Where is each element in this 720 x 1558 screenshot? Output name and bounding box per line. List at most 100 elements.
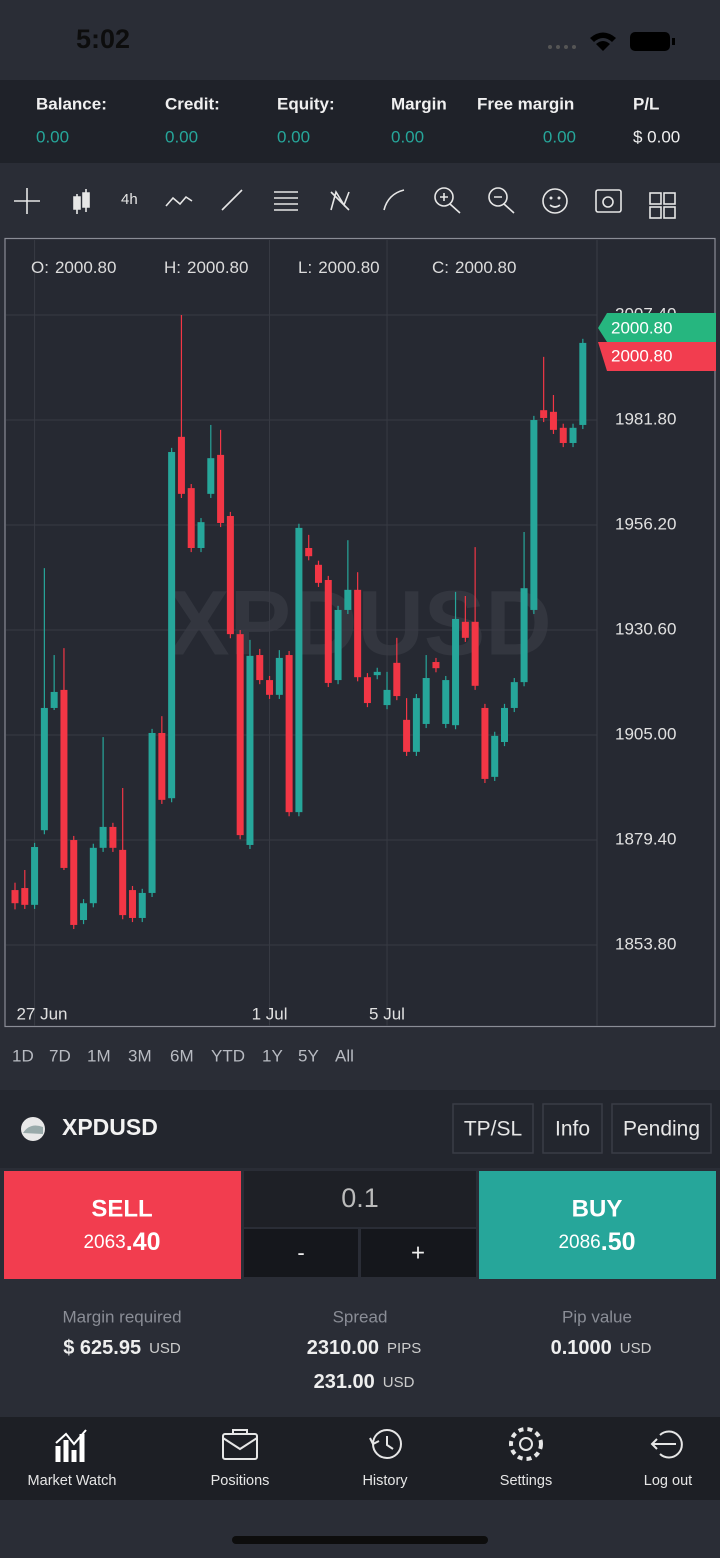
candle-body: [344, 589, 352, 610]
candle-body: [256, 655, 264, 681]
account-label: Balance:: [36, 94, 107, 113]
candle-body: [119, 849, 127, 916]
candle-body: [246, 655, 254, 845]
account-value: 0.00: [165, 127, 198, 146]
candle-body: [40, 707, 48, 831]
candle-body: [295, 527, 303, 813]
candle-body: [579, 342, 587, 425]
period-button[interactable]: 6M: [170, 1046, 194, 1065]
ohlc-value: 2000.80: [318, 258, 379, 277]
candle-body: [168, 452, 176, 799]
x-tick-label: 5 Jul: [369, 1004, 405, 1023]
nav-label[interactable]: Market Watch: [28, 1473, 117, 1489]
candle-body: [31, 847, 39, 905]
account-value: 0.00: [277, 127, 310, 146]
lot-minus[interactable]: [244, 1229, 358, 1277]
candle-body: [50, 691, 58, 708]
nav-label[interactable]: Log out: [644, 1473, 692, 1489]
candle-body: [285, 655, 293, 813]
home-indicator: [232, 1536, 488, 1544]
candle-body: [501, 707, 508, 743]
spread-pips-value: 2310.00: [307, 1337, 379, 1359]
symbol-icon-mark: [23, 1125, 43, 1134]
candle-body: [80, 903, 88, 921]
nav-label[interactable]: Settings: [500, 1473, 552, 1489]
symbol-tab[interactable]: [452, 1103, 534, 1154]
candle-body: [187, 488, 195, 548]
candle-body: [70, 840, 78, 925]
period-button[interactable]: YTD: [211, 1046, 245, 1065]
candle-body: [491, 735, 499, 777]
nav-label[interactable]: History: [362, 1473, 408, 1489]
sell-label: SELL: [91, 1195, 152, 1222]
candle-body: [452, 618, 460, 726]
symbol-tab-label: Info: [555, 1118, 590, 1141]
ask-tag: [598, 313, 716, 342]
candle-body: [383, 689, 391, 706]
ohlc-item: L: 2000.80: [298, 258, 380, 277]
sell-button[interactable]: [4, 1171, 241, 1279]
symbol-tab[interactable]: [542, 1103, 603, 1154]
nav-label[interactable]: Positions: [211, 1473, 270, 1489]
x-tick-label: 1 Jul: [252, 1004, 288, 1023]
account-value: $ 0.00: [633, 127, 680, 146]
candle-body: [403, 719, 411, 752]
candle-body: [138, 892, 146, 918]
candle-body: [99, 826, 107, 848]
spread-pips-unit: PIPS: [387, 1340, 421, 1357]
spread-usd-unit: USD: [383, 1374, 415, 1391]
account-bar: [0, 80, 720, 163]
symbol-name: XPDUSD: [62, 1114, 158, 1140]
candle-body: [471, 621, 479, 686]
toolbar: 4h: [14, 187, 676, 219]
pip-label: Pip value: [562, 1307, 632, 1326]
account-label: Margin: [391, 94, 447, 113]
toolbar-interval[interactable]: 4h: [121, 191, 138, 208]
spread-pips: 2310.00 PIPS: [307, 1337, 421, 1359]
margin-label: Margin required: [62, 1307, 181, 1326]
candle-body: [363, 677, 371, 704]
candle-body: [236, 634, 244, 836]
buy-price-main: 2086: [558, 1232, 600, 1253]
period-button[interactable]: 1Y: [262, 1046, 283, 1065]
bid-tag: [598, 342, 716, 371]
ask-tag-label: 2000.80: [611, 318, 672, 337]
account-label: Free margin: [477, 94, 574, 113]
buy-price-pips: .50: [601, 1228, 636, 1256]
period-button[interactable]: 1M: [87, 1046, 111, 1065]
ohlc-value: 2000.80: [187, 258, 248, 277]
y-tick-label: 1879.40: [615, 830, 676, 849]
lot-plus[interactable]: [361, 1229, 476, 1277]
candle-body: [442, 680, 450, 724]
candle-body: [148, 732, 156, 893]
candle-body: [275, 657, 283, 695]
lot-field[interactable]: [244, 1171, 476, 1227]
symbol-tab-label: TP/SL: [464, 1118, 522, 1141]
account-value: 0.00: [36, 127, 69, 146]
buy-price: 2086.50: [558, 1228, 635, 1256]
candle-body: [559, 427, 567, 443]
period-button[interactable]: 5Y: [298, 1046, 319, 1065]
period-button[interactable]: 1D: [12, 1046, 34, 1065]
y-tick-label: 1930.60: [615, 620, 676, 639]
candle-body: [177, 436, 185, 494]
ohlc-value: 2000.80: [455, 258, 516, 277]
buy-button[interactable]: [479, 1171, 716, 1279]
ohlc-item: H: 2000.80: [164, 258, 248, 277]
candle-body: [207, 458, 215, 494]
candle-body: [334, 609, 342, 681]
lot-value: 0.1: [341, 1183, 379, 1213]
candle-body: [60, 689, 68, 868]
symbol-tab[interactable]: [611, 1103, 712, 1154]
candle-body: [393, 662, 401, 697]
y-tick-label: 1853.80: [615, 935, 676, 954]
period-button[interactable]: 7D: [49, 1046, 71, 1065]
period-button[interactable]: All: [335, 1046, 354, 1065]
period-button[interactable]: 3M: [128, 1046, 152, 1065]
margin-amount: $ 625.95: [63, 1337, 141, 1359]
ohlc-label: O:: [31, 258, 49, 277]
candle-body: [510, 682, 518, 708]
candle-body: [530, 420, 538, 610]
lot-plus-label: +: [411, 1239, 425, 1266]
